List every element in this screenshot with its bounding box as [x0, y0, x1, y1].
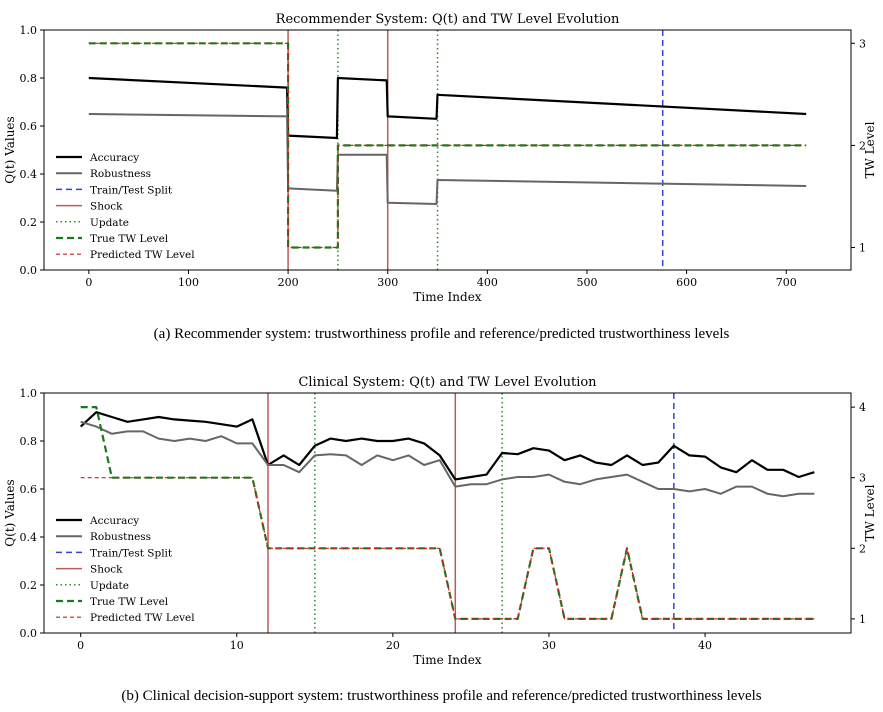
- x-tick-label: 100: [178, 276, 199, 289]
- y2-tick-label: 3: [859, 37, 866, 50]
- y2-axis-label-a: TW Level: [863, 121, 877, 178]
- y-tick-label: 0.4: [20, 531, 38, 544]
- chart-title-a: Recommender System: Q(t) and TW Level Ev…: [276, 12, 620, 27]
- legend-label-train-test-splitb: Train/Test Split: [90, 547, 173, 559]
- series-robustnessa: [88, 113, 807, 205]
- x-tick-label: 500: [576, 276, 597, 289]
- legend-label-train-test-splita: Train/Test Split: [90, 184, 173, 196]
- x-tick-label: 20: [386, 639, 400, 652]
- y-tick-label: 1.0: [20, 24, 38, 37]
- x-axis-label-b: Time Index: [413, 653, 481, 667]
- chart-a: Recommender System: Q(t) and TW Level Ev…: [3, 12, 877, 304]
- y2-tick-label: 4: [859, 401, 866, 414]
- x-tick-label: 40: [698, 639, 712, 652]
- x-tick-label: 700: [776, 276, 797, 289]
- y-axis-label-b: Q(t) Values: [3, 479, 17, 546]
- y-tick-label: 0.8: [20, 435, 38, 448]
- y-tick-label: 0.2: [20, 579, 38, 592]
- y2-tick-label: 2: [859, 139, 866, 152]
- y2-tick-label: 1: [859, 613, 866, 626]
- legend-label-robustnessa: Robustness: [90, 168, 151, 180]
- series-predicted-tw-levelb: [80, 477, 815, 620]
- legend-label-robustnessb: Robustness: [90, 531, 151, 543]
- y2-axis-label-b: TW Level: [863, 484, 877, 541]
- legend-label-updateb: Update: [90, 580, 129, 592]
- y-axis-label-a: Q(t) Values: [3, 116, 17, 183]
- plot-frame-b: [43, 392, 852, 634]
- series-robustnessb: [80, 420, 815, 498]
- legend-label-true-tw-levela: True TW Level: [90, 233, 169, 245]
- series-accuracyb: [79, 411, 815, 481]
- y-tick-label: 0.0: [20, 264, 38, 277]
- y-tick-label: 0.2: [20, 216, 38, 229]
- x-tick-label: 0: [85, 276, 92, 289]
- y-tick-label: 0.8: [20, 72, 38, 85]
- x-tick-label: 300: [377, 276, 398, 289]
- legend-label-updatea: Update: [90, 217, 129, 229]
- y2-tick-label: 1: [859, 242, 866, 255]
- legend-label-true-tw-levelb: True TW Level: [90, 596, 169, 608]
- legend-label-predicted-tw-levelb: Predicted TW Level: [90, 612, 195, 624]
- y-tick-label: 0.6: [20, 120, 38, 133]
- legend-label-accuracya: Accuracy: [89, 152, 139, 164]
- y-tick-label: 0.6: [20, 483, 38, 496]
- y2-tick-label: 2: [859, 542, 866, 555]
- x-tick-label: 10: [230, 639, 244, 652]
- chart-title-b: Clinical System: Q(t) and TW Level Evolu…: [298, 375, 597, 390]
- y-tick-label: 1.0: [20, 387, 38, 400]
- x-tick-label: 400: [477, 276, 498, 289]
- x-tick-label: 30: [542, 639, 556, 652]
- x-tick-label: 200: [278, 276, 299, 289]
- legend-label-shockb: Shock: [90, 564, 123, 576]
- legend-label-accuracyb: Accuracy: [89, 515, 139, 527]
- caption-a: (a) Recommender system: trustworthiness …: [153, 326, 730, 342]
- series-accuracya: [88, 76, 807, 140]
- plot-frame-a: [43, 29, 852, 271]
- x-axis-label-a: Time Index: [413, 290, 481, 304]
- x-tick-label: 600: [676, 276, 697, 289]
- chart-b: Clinical System: Q(t) and TW Level Evolu…: [3, 375, 877, 667]
- legend-label-shocka: Shock: [90, 201, 123, 213]
- series-predicted-tw-levela: [88, 42, 807, 249]
- y2-tick-label: 3: [859, 472, 866, 485]
- y-tick-label: 0.0: [20, 627, 38, 640]
- caption-b: (b) Clinical decision-support system: tr…: [121, 688, 762, 704]
- legend-label-predicted-tw-levela: Predicted TW Level: [90, 249, 195, 261]
- x-tick-label: 0: [77, 639, 84, 652]
- y-tick-label: 0.4: [20, 168, 38, 181]
